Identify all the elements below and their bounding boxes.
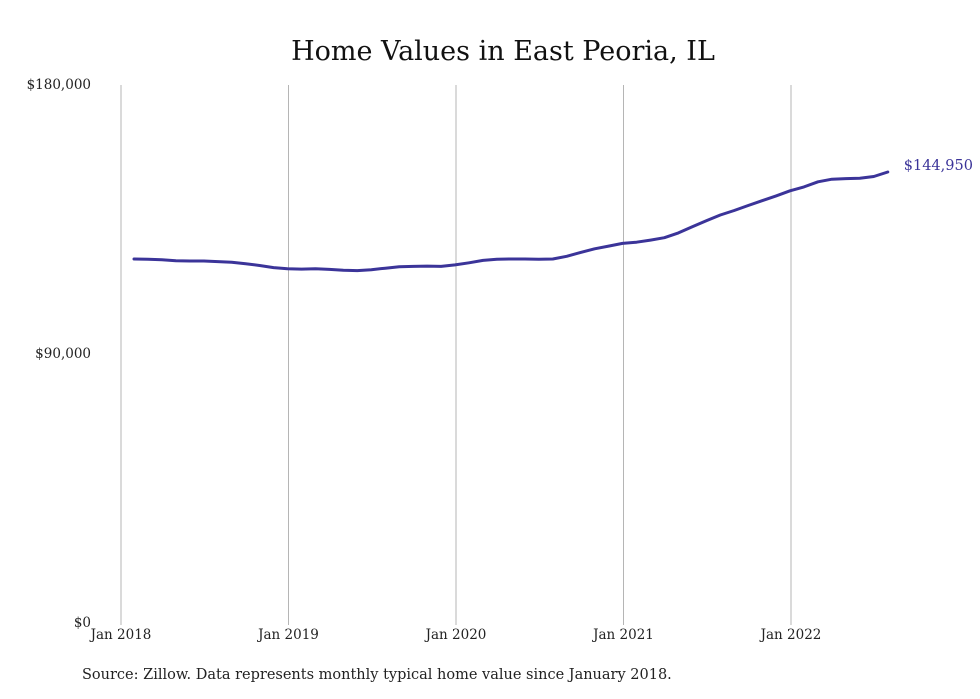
x-tick-label: Jan 2020 [424, 627, 487, 643]
x-tick-label: Jan 2018 [89, 627, 152, 643]
y-axis-tick-labels: $0 $90,000 $180,000 [27, 77, 91, 631]
source-note: Source: Zillow. Data represents monthly … [82, 667, 672, 683]
x-tick-label: Jan 2021 [591, 627, 654, 643]
x-tick-label: Jan 2022 [759, 627, 822, 643]
y-tick-label: $180,000 [27, 77, 91, 93]
y-tick-label: $0 [74, 615, 91, 631]
x-tick-label: Jan 2019 [256, 627, 319, 643]
last-value-label: $144,950 [904, 158, 973, 174]
chart-title: Home Values in East Peoria, IL [291, 36, 715, 67]
y-tick-label: $90,000 [35, 346, 91, 362]
home-value-series-line [132, 170, 890, 273]
x-axis-tick-labels: Jan 2018 Jan 2019 Jan 2020 Jan 2021 Jan 2022 [89, 627, 822, 643]
vertical-gridlines [120, 85, 792, 625]
